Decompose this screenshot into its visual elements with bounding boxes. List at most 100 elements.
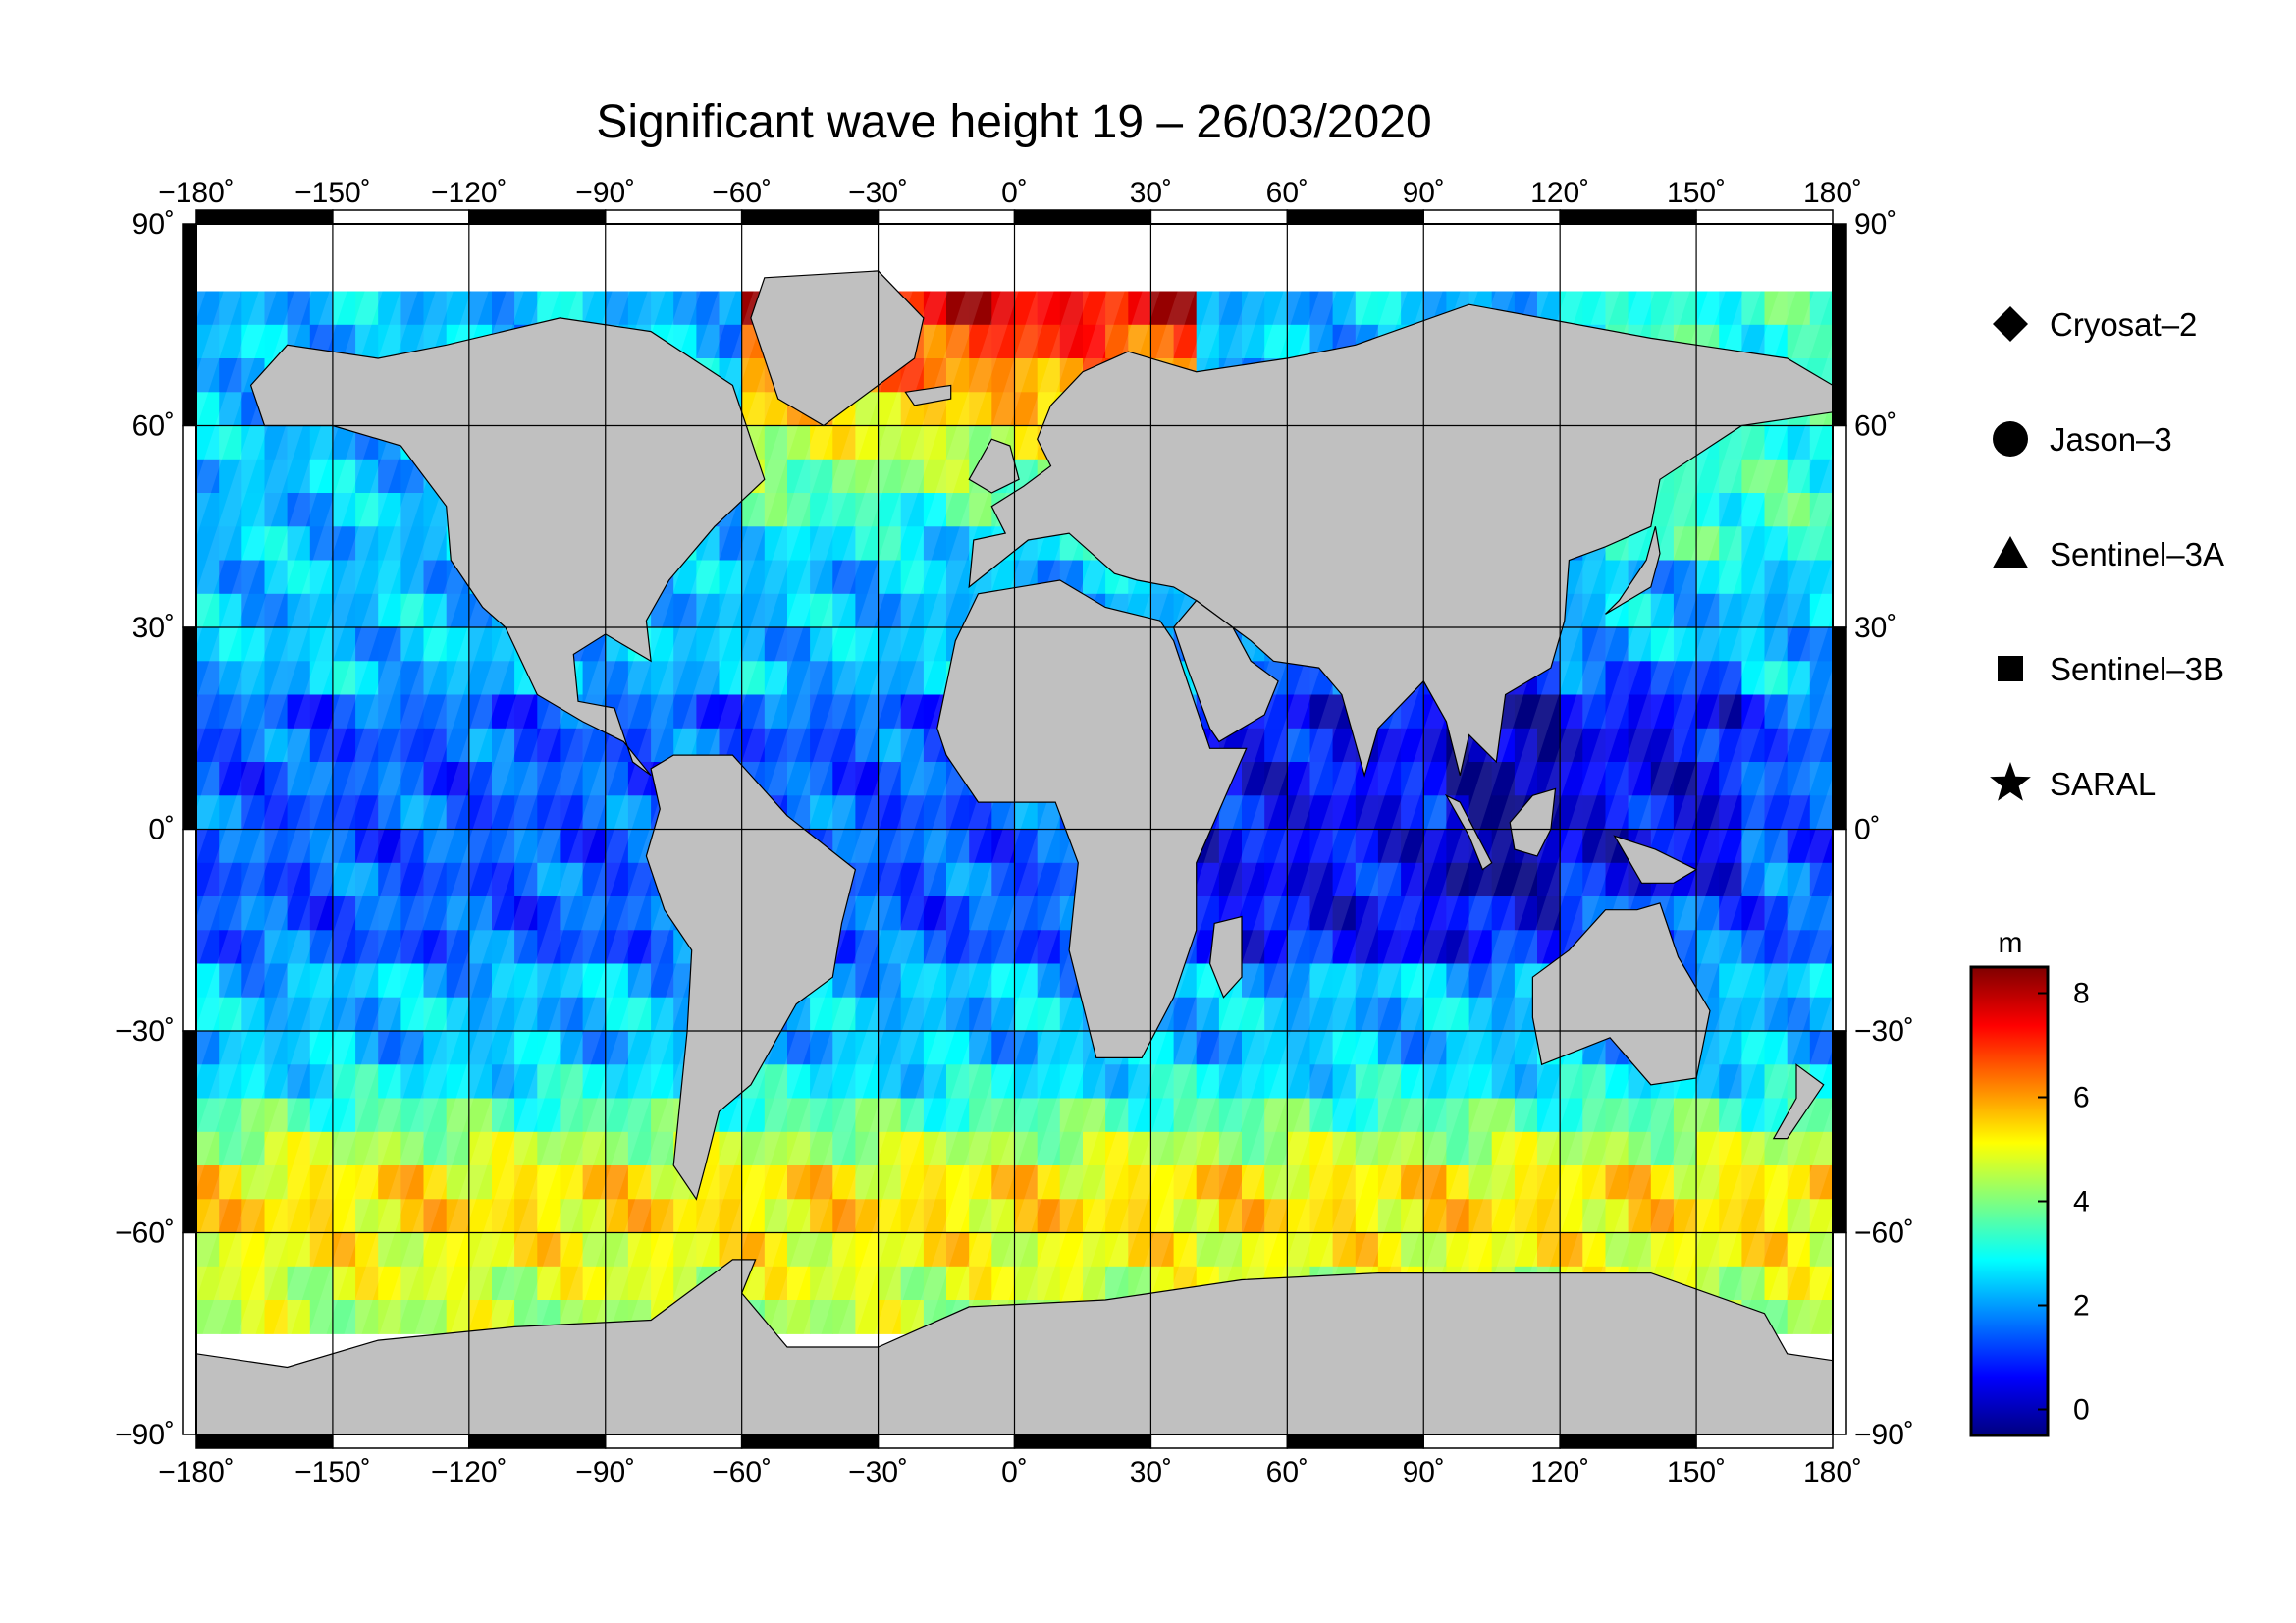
square-icon	[1998, 656, 2023, 681]
land-madagascar	[1208, 915, 1243, 999]
longitude-tick-label: −120˚	[431, 1456, 507, 1488]
legend-entry-label: Sentinel–3A	[2050, 536, 2224, 572]
latitude-labels-left: 90˚ 60˚ 30˚ 0˚ −30˚ −60˚ −90˚	[115, 208, 175, 1451]
frame-segment-top	[1286, 209, 1425, 225]
frame-segment-top	[1422, 209, 1561, 225]
longitude-tick-label: −150˚	[294, 1456, 371, 1488]
frame-segment-left	[182, 1231, 197, 1435]
longitude-tick-label: 30˚	[1130, 177, 1172, 209]
latitude-tick-label: −30˚	[115, 1015, 175, 1048]
longitude-tick-label: 90˚	[1403, 177, 1445, 209]
colorbar-tick-label: 0	[2073, 1394, 2090, 1427]
latitude-tick-label: −60˚	[115, 1217, 175, 1250]
frame-segment-left	[182, 626, 197, 831]
frame-segment-top	[740, 209, 880, 225]
latitude-tick-label: −90˚	[1854, 1419, 1914, 1451]
map-frame	[182, 209, 1847, 1449]
colorbar-tick-label: 2	[2073, 1290, 2090, 1323]
latitude-tick-label: −90˚	[115, 1419, 175, 1451]
latitude-tick-label: −30˚	[1854, 1015, 1914, 1048]
map-title: Significant wave height 19 – 26/03/2020	[596, 96, 1431, 148]
latitude-tick-label: −60˚	[1854, 1217, 1914, 1250]
longitude-tick-label: 150˚	[1667, 177, 1726, 209]
land-australia	[1531, 902, 1711, 1086]
longitude-labels-top: −180˚ −150˚ −120˚ −90˚ −60˚ −30˚ 0˚ 30˚ 60˚ 90˚ 12…	[158, 177, 1862, 209]
frame-segment-top	[877, 209, 1016, 225]
frame-segment-top	[1559, 209, 1697, 225]
land-eurasia	[968, 303, 1833, 778]
legend-entry-label: Jason–3	[2050, 421, 2172, 458]
frame-segment-top	[1695, 209, 1834, 225]
frame-segment-bottom	[1422, 1434, 1561, 1449]
frame-segment-bottom	[332, 1434, 470, 1449]
frame-segment-right	[1832, 828, 1847, 1032]
colorbar-tick-label: 4	[2073, 1186, 2090, 1218]
frame-segment-left	[182, 828, 197, 1032]
longitude-tick-label: 120˚	[1530, 177, 1589, 209]
longitude-tick-label: 180˚	[1803, 177, 1862, 209]
frame-segment-bottom	[740, 1434, 880, 1449]
frame-segment-right	[1832, 424, 1847, 628]
frame-segment-bottom	[195, 1434, 334, 1449]
frame-segment-bottom	[877, 1434, 1016, 1449]
frame-segment-top	[1149, 209, 1289, 225]
frame-segment-top	[332, 209, 470, 225]
diamond-icon	[1993, 306, 2028, 342]
longitude-tick-label: 120˚	[1530, 1456, 1589, 1488]
longitude-tick-label: 0˚	[1001, 1456, 1028, 1488]
longitude-tick-label: 60˚	[1266, 177, 1308, 209]
frame-segment-top	[1013, 209, 1152, 225]
legend-entry-label: SARAL	[2050, 766, 2156, 802]
frame-segment-right	[1832, 1231, 1847, 1435]
frame-segment-bottom	[468, 1434, 607, 1449]
colorbar-unit: m	[1999, 927, 2023, 959]
colorbar-tick-label: 6	[2073, 1082, 2090, 1114]
latitude-tick-label: 60˚	[133, 410, 175, 443]
frame-segment-top	[468, 209, 607, 225]
land-japan	[1605, 526, 1661, 615]
latitude-tick-label: 0˚	[1854, 814, 1881, 846]
star-icon	[1990, 762, 2031, 801]
satellite-legend: Cryosat–2 Jason–3 Sentinel–3A Sentinel–3B SA…	[1990, 306, 2224, 802]
longitude-tick-label: 30˚	[1130, 1456, 1172, 1488]
longitude-tick-label: 150˚	[1667, 1456, 1726, 1488]
land-greenland	[750, 270, 925, 427]
longitude-tick-label: −180˚	[158, 177, 235, 209]
latitude-tick-label: 90˚	[133, 208, 175, 241]
land-new-zealand	[1772, 1063, 1825, 1140]
longitude-tick-label: −90˚	[575, 1456, 635, 1488]
land-arabia	[1172, 599, 1279, 743]
longitude-tick-label: −60˚	[712, 177, 772, 209]
longitude-tick-label: 180˚	[1803, 1456, 1862, 1488]
frame-segment-bottom	[605, 1434, 743, 1449]
triangle-icon	[1993, 536, 2028, 568]
circle-icon	[1993, 421, 2028, 457]
frame-segment-bottom	[1695, 1434, 1834, 1449]
longitude-tick-label: −30˚	[848, 177, 908, 209]
longitude-tick-label: −90˚	[575, 177, 635, 209]
frame-segment-left	[182, 1030, 197, 1234]
colorbar-tick-label: 8	[2073, 978, 2090, 1010]
longitude-labels-bottom: −180˚ −150˚ −120˚ −90˚ −60˚ −30˚ 0˚ 30˚ 60˚ 90˚ 12…	[158, 1456, 1862, 1488]
latitude-tick-label: 90˚	[1854, 208, 1896, 241]
frame-segment-left	[182, 424, 197, 628]
legend-entry-label: Sentinel–3B	[2050, 651, 2224, 687]
colorbar: m 0 2 4 6 8	[1969, 927, 2090, 1437]
longitude-tick-label: 0˚	[1001, 177, 1028, 209]
frame-segment-bottom	[1286, 1434, 1425, 1449]
latitude-tick-label: 0˚	[148, 814, 175, 846]
longitude-tick-label: 60˚	[1266, 1456, 1308, 1488]
land-iceland	[904, 384, 952, 406]
latitude-tick-label: 30˚	[1854, 612, 1896, 644]
longitude-tick-label: −120˚	[431, 177, 507, 209]
map-border	[195, 223, 1834, 1435]
frame-segment-top	[195, 209, 334, 225]
longitude-tick-label: −150˚	[294, 177, 371, 209]
longitude-tick-label: −30˚	[848, 1456, 908, 1488]
frame-segment-bottom	[1149, 1434, 1289, 1449]
land-south-america	[645, 754, 857, 1201]
latitude-labels-right: 90˚ 60˚ 30˚ 0˚ −30˚ −60˚ −90˚	[1854, 208, 1914, 1451]
frame-segment-right	[1832, 223, 1847, 427]
frame-segment-right	[1832, 1030, 1847, 1234]
